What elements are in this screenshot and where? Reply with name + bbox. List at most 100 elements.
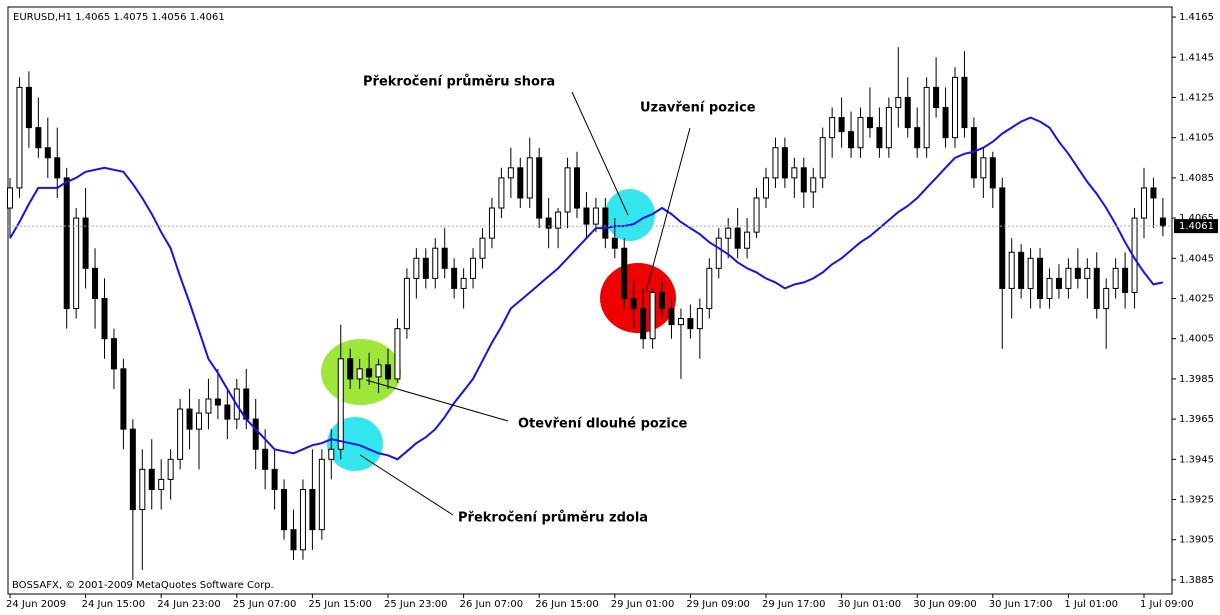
candle-body [54, 157, 61, 179]
candle-body [687, 318, 694, 330]
candle-body [630, 297, 637, 310]
candle-body [16, 86, 23, 189]
candle-body [120, 368, 127, 430]
x-tick-label: 29 Jun 17:00 [762, 599, 826, 610]
candle-body [413, 257, 420, 279]
candle-body [1037, 257, 1044, 299]
candle-body [659, 291, 666, 310]
candle-body [498, 177, 505, 209]
x-tick-label: 29 Jun 01:00 [611, 599, 675, 610]
candle-body [422, 257, 429, 279]
candle-body [385, 364, 391, 380]
candle-body [536, 157, 543, 219]
y-tick-label: 1.4045 [1179, 253, 1214, 264]
candle-body [167, 458, 174, 480]
candle-body [781, 147, 788, 179]
candle-body [989, 157, 996, 189]
candle-body [923, 86, 930, 149]
x-tick-label: 24 Jun 23:00 [157, 599, 221, 610]
candle-body [621, 247, 628, 299]
candle-body [158, 478, 165, 490]
candle-body [394, 328, 401, 380]
candle-body [545, 217, 552, 229]
candle-body [1159, 217, 1166, 227]
candle-body [904, 96, 911, 129]
candle-body [281, 488, 288, 531]
last-price-box [1174, 219, 1218, 234]
y-tick-label: 1.4145 [1179, 52, 1214, 63]
x-tick-label: 30 Jun 17:00 [989, 599, 1053, 610]
candle-body [35, 127, 42, 149]
candle-body [290, 529, 297, 551]
candle-body [186, 408, 193, 430]
candle-body [1074, 267, 1081, 279]
candle-body [309, 488, 316, 531]
candle-body [980, 157, 987, 179]
candle-body [1027, 257, 1034, 289]
candle-body [110, 338, 117, 370]
y-tick-label: 1.4085 [1179, 173, 1214, 184]
candle-body [44, 147, 51, 159]
plot [7, 47, 1172, 580]
candle-body [640, 308, 647, 340]
candle-body [177, 408, 184, 460]
candle-body [129, 428, 136, 511]
candle-body [1055, 277, 1062, 289]
candle-body [1065, 267, 1072, 289]
x-tick-label: 26 Jun 15:00 [535, 599, 599, 610]
x-tick-label: 1 Jul 01:00 [1064, 599, 1118, 610]
candle-body [252, 418, 259, 450]
candle-body [488, 207, 495, 239]
candle-body [677, 318, 684, 326]
y-tick-label: 1.4005 [1179, 334, 1214, 345]
candle-body [1093, 267, 1100, 310]
candle-body [479, 237, 486, 259]
x-tick-label: 30 Jun 01:00 [838, 599, 902, 610]
annotation: Uzavření pozice [640, 101, 756, 116]
candle-body [73, 217, 80, 310]
y-tick-label: 1.3945 [1179, 454, 1214, 465]
candle-body [895, 96, 902, 109]
candle-body [838, 117, 845, 133]
candle-body [555, 211, 562, 229]
candle-body [602, 207, 609, 239]
candle-body [592, 207, 599, 225]
candle-body [1084, 267, 1091, 279]
candle-body [328, 448, 335, 460]
candle-body [1112, 267, 1119, 289]
candle-body [1103, 287, 1110, 310]
annotation: Překročení průměru zdola [458, 511, 648, 526]
candle-body [942, 107, 949, 139]
candle-body [1150, 187, 1157, 199]
candle-body [866, 117, 873, 129]
candle-body [564, 167, 571, 213]
x-tick-label: 24 Jun 15:00 [82, 599, 146, 610]
candle-body [848, 131, 855, 149]
candle-body [885, 107, 892, 149]
annotation: Otevření dlouhé pozice [518, 417, 688, 432]
candle-body [337, 358, 344, 450]
candle-body [101, 297, 108, 340]
candle-body [526, 157, 533, 199]
candle-body [857, 117, 864, 149]
candle-body [7, 187, 13, 209]
candle-body [1046, 277, 1053, 299]
candle-body [366, 368, 373, 378]
candle-body [299, 488, 306, 551]
candle-body [262, 448, 269, 470]
candle-body [611, 237, 618, 249]
annotation: Překročení průměru shora [363, 75, 555, 90]
y-tick-label: 1.4125 [1179, 92, 1214, 103]
x-tick-label: 1 Jul 09:00 [1140, 599, 1194, 610]
candle-body [92, 267, 99, 299]
x-tick-label: 25 Jun 07:00 [233, 599, 297, 610]
candle-body [139, 468, 146, 511]
candle-body [214, 398, 221, 406]
moving-average [9, 116, 1164, 461]
candle-body [63, 177, 70, 310]
highlight-close [600, 263, 676, 333]
annotation-line [359, 454, 454, 516]
footer: BOSSAFX, © 2001-2009 MetaQuotes Software… [12, 580, 274, 591]
candle-body [696, 308, 703, 330]
